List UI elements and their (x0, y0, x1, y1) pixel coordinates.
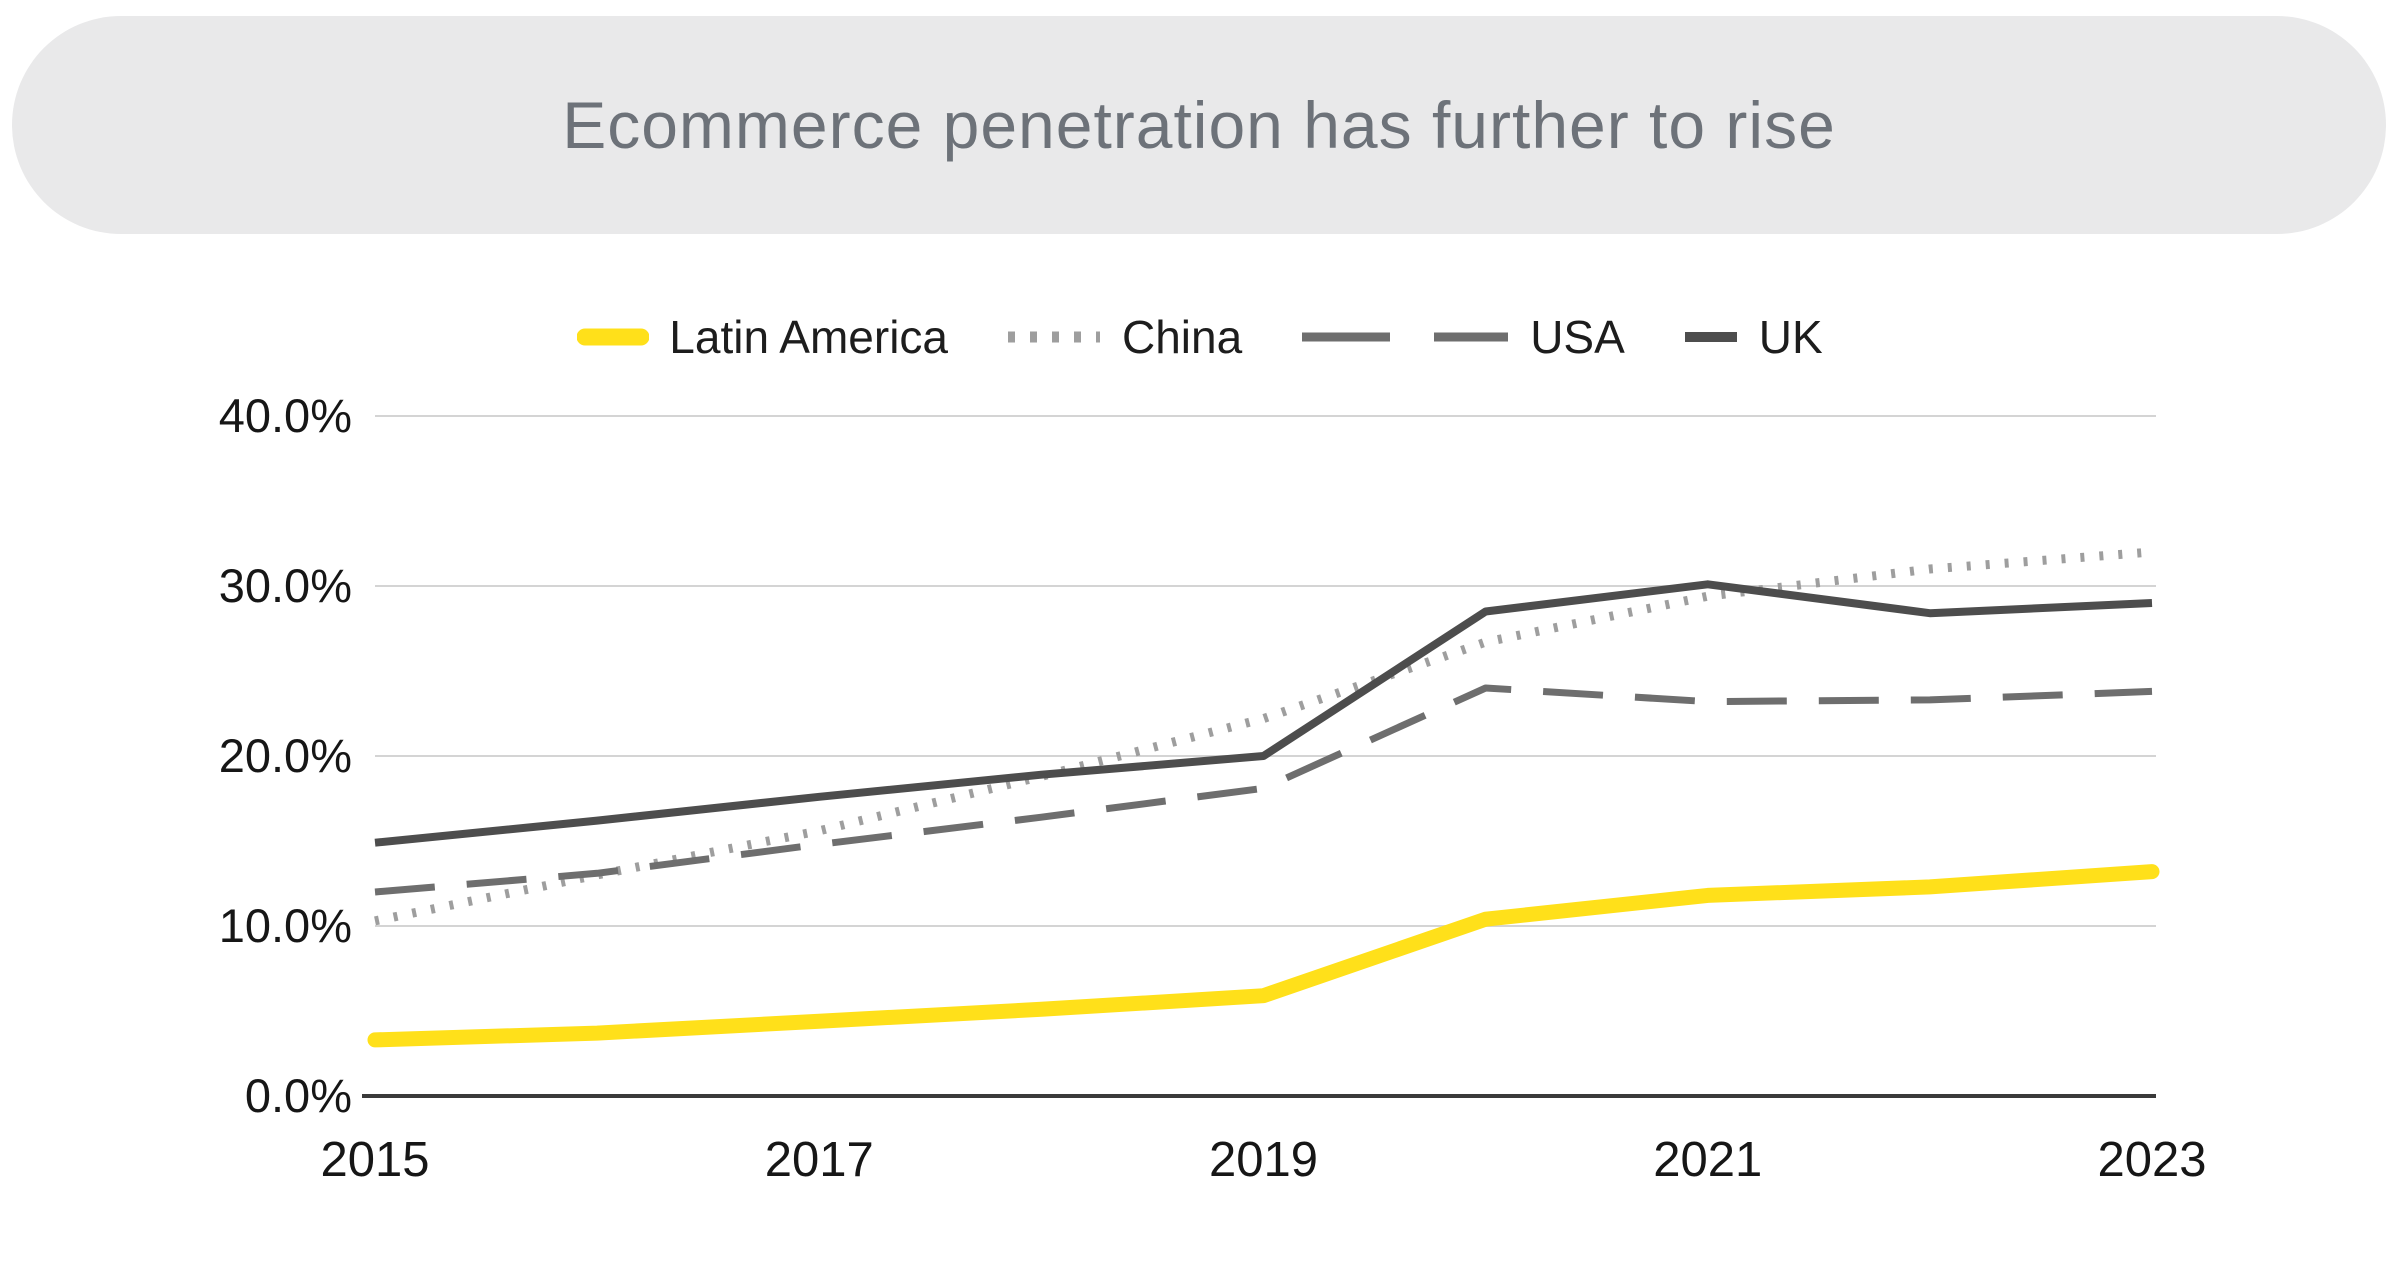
x-axis-tick-label: 2017 (765, 1133, 874, 1187)
legend-item-usa: USA (1300, 310, 1625, 364)
legend-label: USA (1530, 311, 1625, 363)
legend-label: China (1122, 311, 1243, 363)
legend-item-latin-america: Latin America (577, 310, 948, 364)
y-axis-tick-label: 20.0% (219, 729, 352, 782)
chart-title: Ecommerce penetration has further to ris… (562, 88, 1836, 162)
chart-title-pill: Ecommerce penetration has further to ris… (12, 16, 2386, 234)
legend-marker-icon (1008, 331, 1100, 343)
legend-marker-icon (1302, 332, 1509, 342)
legend-item-china: China (1006, 310, 1242, 364)
x-axis-tick-label: 2023 (2097, 1133, 2206, 1187)
legend-marker-icon (577, 328, 650, 346)
y-axis-tick-label: 30.0% (219, 559, 352, 612)
x-axis-tick-label: 2019 (1209, 1133, 1318, 1187)
series-line-uk (374, 580, 2153, 847)
y-axis-tick-label: 40.0% (219, 390, 352, 442)
legend-item-uk: UK (1683, 310, 1823, 364)
series-line-usa (374, 684, 2153, 896)
legend-marker-icon (1684, 332, 1737, 342)
x-axis-tick-label: 2021 (1653, 1133, 1762, 1187)
series-line-latin-america (367, 864, 2160, 1048)
series-line-china (374, 547, 2153, 926)
legend-label: UK (1758, 311, 1823, 363)
chart-legend: Latin America China USA UK (0, 310, 2400, 364)
x-axis-tick-label: 2015 (320, 1133, 429, 1187)
line-chart: 0.0% 10.0% 20.0% 30.0% 40.0% 2015 2017 2019 2021… (219, 390, 2207, 1187)
legend-label: Latin America (669, 311, 948, 363)
y-axis-tick-label: 10.0% (219, 899, 352, 952)
y-axis-tick-label: 0.0% (245, 1069, 352, 1122)
